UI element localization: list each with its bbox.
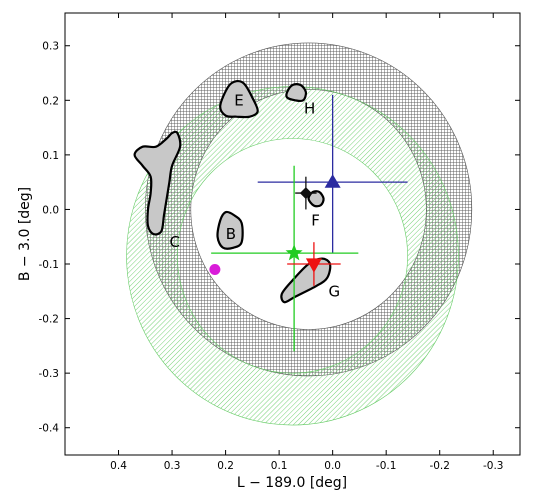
y-tick-label: -0.4: [39, 423, 60, 435]
y-tick-label: -0.3: [39, 368, 60, 380]
markers-layer: [209, 174, 341, 275]
x-ticks: 0.4 0.3 0.2 0.1 0.0 -0.1 -0.2 -0.3: [110, 13, 503, 472]
y-tick-label: 0.0: [42, 204, 59, 216]
region-h: [285, 83, 308, 103]
x-tick-label: 0.1: [271, 460, 288, 472]
region-label-c: C: [169, 233, 179, 251]
x-tick-label: -0.3: [483, 460, 504, 472]
marker-triangle-up: [324, 174, 341, 188]
region-b: [216, 210, 244, 250]
x-tick-label: -0.1: [376, 460, 397, 472]
region-c: [133, 130, 182, 236]
y-tick-label: 0.3: [42, 41, 59, 53]
x-axis-label: L − 189.0 [deg]: [237, 475, 347, 491]
x-tick-label: 0.4: [110, 460, 127, 472]
y-tick-label: -0.2: [39, 314, 60, 326]
y-tick-label: -0.1: [39, 259, 60, 271]
y-axis-label: B − 3.0 [deg]: [17, 187, 33, 281]
y-tick-label: 0.2: [42, 95, 59, 107]
annulus-green-hatch: [126, 86, 459, 426]
region-label-g: G: [328, 282, 340, 300]
x-tick-label: 0.3: [164, 460, 181, 472]
marker-circle: [209, 263, 221, 275]
regions-layer: B C E H F G: [133, 79, 340, 304]
region-e: [219, 79, 259, 119]
plot-frame: [64, 12, 521, 456]
y-tick-label: 0.1: [42, 150, 59, 162]
x-tick-label: 0.2: [217, 460, 234, 472]
marker-diamond: [299, 187, 312, 200]
x-tick-label: 0.0: [324, 460, 341, 472]
region-label-h: H: [304, 99, 315, 117]
marker-triangle-down: [305, 258, 322, 273]
y-ticks: 0.3 0.2 0.1 0.0 -0.1 -0.2 -0.3 -0.4: [39, 41, 520, 435]
region-label-e: E: [234, 91, 243, 109]
x-tick-label: -0.2: [429, 460, 450, 472]
region-label-b: B: [226, 225, 236, 243]
region-f: [307, 190, 325, 208]
region-label-f: F: [311, 211, 320, 229]
marker-star: [285, 244, 303, 261]
region-g: [280, 257, 332, 304]
